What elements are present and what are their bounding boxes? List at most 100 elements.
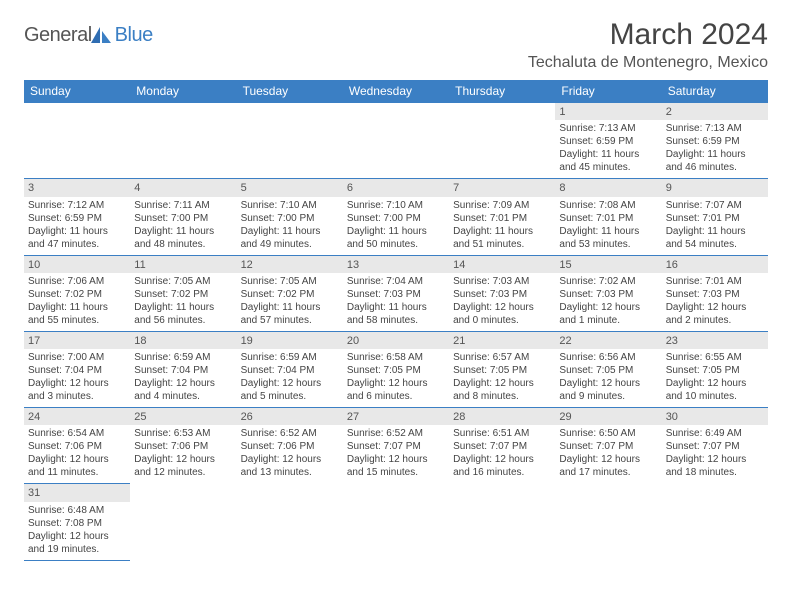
day-info-line: Sunrise: 6:53 AM — [134, 427, 232, 440]
calendar-week-row: 1Sunrise: 7:13 AMSunset: 6:59 PMDaylight… — [24, 103, 768, 179]
day-number: 14 — [449, 256, 555, 273]
day-info-line: Sunrise: 7:08 AM — [559, 199, 657, 212]
day-info-line: Daylight: 11 hours — [134, 301, 232, 314]
day-info-line: Daylight: 12 hours — [347, 453, 445, 466]
calendar-week-row: 24Sunrise: 6:54 AMSunset: 7:06 PMDayligh… — [24, 408, 768, 484]
day-info-line: Daylight: 11 hours — [241, 301, 339, 314]
day-info-line: Sunrise: 6:48 AM — [28, 504, 126, 517]
logo-sail-icon — [89, 25, 113, 50]
day-info-line: and 8 minutes. — [453, 390, 551, 403]
calendar-day-cell — [449, 103, 555, 179]
logo-text-blue: Blue — [115, 24, 153, 47]
day-info-line: and 55 minutes. — [28, 314, 126, 327]
calendar-day-cell: 24Sunrise: 6:54 AMSunset: 7:06 PMDayligh… — [24, 408, 130, 484]
day-info-line: and 6 minutes. — [347, 390, 445, 403]
day-number: 3 — [24, 179, 130, 196]
day-number: 22 — [555, 332, 661, 349]
day-info-line: Sunset: 7:01 PM — [453, 212, 551, 225]
day-number: 13 — [343, 256, 449, 273]
calendar-day-cell: 10Sunrise: 7:06 AMSunset: 7:02 PMDayligh… — [24, 255, 130, 331]
day-number: 31 — [24, 484, 130, 501]
day-info-line: Daylight: 11 hours — [28, 225, 126, 238]
calendar-day-cell: 26Sunrise: 6:52 AMSunset: 7:06 PMDayligh… — [237, 408, 343, 484]
weekday-header: Thursday — [449, 80, 555, 103]
weekday-header: Friday — [555, 80, 661, 103]
day-number: 25 — [130, 408, 236, 425]
day-number: 18 — [130, 332, 236, 349]
day-info-line: Daylight: 11 hours — [28, 301, 126, 314]
day-info-line: and 15 minutes. — [347, 466, 445, 479]
day-info-line: and 13 minutes. — [241, 466, 339, 479]
calendar-day-cell: 15Sunrise: 7:02 AMSunset: 7:03 PMDayligh… — [555, 255, 661, 331]
day-number: 21 — [449, 332, 555, 349]
calendar-day-cell: 19Sunrise: 6:59 AMSunset: 7:04 PMDayligh… — [237, 331, 343, 407]
day-info-line: Sunrise: 6:58 AM — [347, 351, 445, 364]
day-info-line: and 4 minutes. — [134, 390, 232, 403]
day-info-line: Sunset: 7:05 PM — [666, 364, 764, 377]
day-info-line: Sunset: 7:03 PM — [453, 288, 551, 301]
day-info-line: Sunrise: 6:52 AM — [347, 427, 445, 440]
day-info-line: Sunrise: 7:05 AM — [241, 275, 339, 288]
calendar-day-cell: 28Sunrise: 6:51 AMSunset: 7:07 PMDayligh… — [449, 408, 555, 484]
day-number: 24 — [24, 408, 130, 425]
day-info-line: Sunrise: 7:07 AM — [666, 199, 764, 212]
day-info-line: Sunrise: 7:02 AM — [559, 275, 657, 288]
day-info-line: Sunset: 7:07 PM — [453, 440, 551, 453]
day-info-line: Daylight: 12 hours — [28, 377, 126, 390]
day-info-line: Sunrise: 6:56 AM — [559, 351, 657, 364]
day-info-line: and 2 minutes. — [666, 314, 764, 327]
day-info-line: Sunrise: 6:52 AM — [241, 427, 339, 440]
day-info-line: Sunrise: 7:05 AM — [134, 275, 232, 288]
calendar-day-cell: 12Sunrise: 7:05 AMSunset: 7:02 PMDayligh… — [237, 255, 343, 331]
calendar-table: Sunday Monday Tuesday Wednesday Thursday… — [24, 80, 768, 561]
day-info-line: Daylight: 11 hours — [666, 225, 764, 238]
day-number: 27 — [343, 408, 449, 425]
calendar-day-cell: 16Sunrise: 7:01 AMSunset: 7:03 PMDayligh… — [662, 255, 768, 331]
day-info-line: Sunset: 7:02 PM — [28, 288, 126, 301]
day-info-line: and 58 minutes. — [347, 314, 445, 327]
day-info-line: Sunrise: 7:01 AM — [666, 275, 764, 288]
calendar-day-cell: 4Sunrise: 7:11 AMSunset: 7:00 PMDaylight… — [130, 179, 236, 255]
day-number: 4 — [130, 179, 236, 196]
calendar-week-row: 17Sunrise: 7:00 AMSunset: 7:04 PMDayligh… — [24, 331, 768, 407]
day-info-line: and 49 minutes. — [241, 238, 339, 251]
day-info-line: Sunset: 7:05 PM — [453, 364, 551, 377]
calendar-day-cell: 13Sunrise: 7:04 AMSunset: 7:03 PMDayligh… — [343, 255, 449, 331]
day-info-line: Sunset: 7:04 PM — [28, 364, 126, 377]
day-number: 11 — [130, 256, 236, 273]
day-number: 6 — [343, 179, 449, 196]
day-info-line: Daylight: 12 hours — [134, 377, 232, 390]
day-info-line: Sunrise: 7:13 AM — [666, 122, 764, 135]
weekday-header-row: Sunday Monday Tuesday Wednesday Thursday… — [24, 80, 768, 103]
calendar-day-cell — [555, 484, 661, 560]
day-info-line: Daylight: 12 hours — [559, 453, 657, 466]
day-info-line: and 5 minutes. — [241, 390, 339, 403]
day-info-line: and 9 minutes. — [559, 390, 657, 403]
day-info-line: Daylight: 11 hours — [559, 225, 657, 238]
day-info-line: Daylight: 11 hours — [453, 225, 551, 238]
weekday-header: Saturday — [662, 80, 768, 103]
day-info-line: Sunset: 7:00 PM — [241, 212, 339, 225]
calendar-day-cell: 7Sunrise: 7:09 AMSunset: 7:01 PMDaylight… — [449, 179, 555, 255]
logo-text-general: General — [24, 24, 92, 47]
calendar-day-cell — [343, 484, 449, 560]
day-info-line: Daylight: 12 hours — [666, 377, 764, 390]
day-info-line: Daylight: 12 hours — [453, 301, 551, 314]
day-info-line: Daylight: 12 hours — [134, 453, 232, 466]
day-info-line: Sunrise: 6:59 AM — [241, 351, 339, 364]
day-info-line: Daylight: 12 hours — [241, 453, 339, 466]
day-info-line: and 53 minutes. — [559, 238, 657, 251]
day-number: 15 — [555, 256, 661, 273]
calendar-day-cell: 25Sunrise: 6:53 AMSunset: 7:06 PMDayligh… — [130, 408, 236, 484]
weekday-header: Tuesday — [237, 80, 343, 103]
day-info-line: Sunset: 7:02 PM — [241, 288, 339, 301]
day-info-line: Daylight: 11 hours — [241, 225, 339, 238]
calendar-day-cell: 27Sunrise: 6:52 AMSunset: 7:07 PMDayligh… — [343, 408, 449, 484]
day-info-line: and 18 minutes. — [666, 466, 764, 479]
day-info-line: Daylight: 11 hours — [347, 301, 445, 314]
day-info-line: Sunrise: 7:11 AM — [134, 199, 232, 212]
calendar-day-cell: 23Sunrise: 6:55 AMSunset: 7:05 PMDayligh… — [662, 331, 768, 407]
day-info-line: and 11 minutes. — [28, 466, 126, 479]
calendar-day-cell: 9Sunrise: 7:07 AMSunset: 7:01 PMDaylight… — [662, 179, 768, 255]
day-info-line: Sunset: 7:03 PM — [559, 288, 657, 301]
